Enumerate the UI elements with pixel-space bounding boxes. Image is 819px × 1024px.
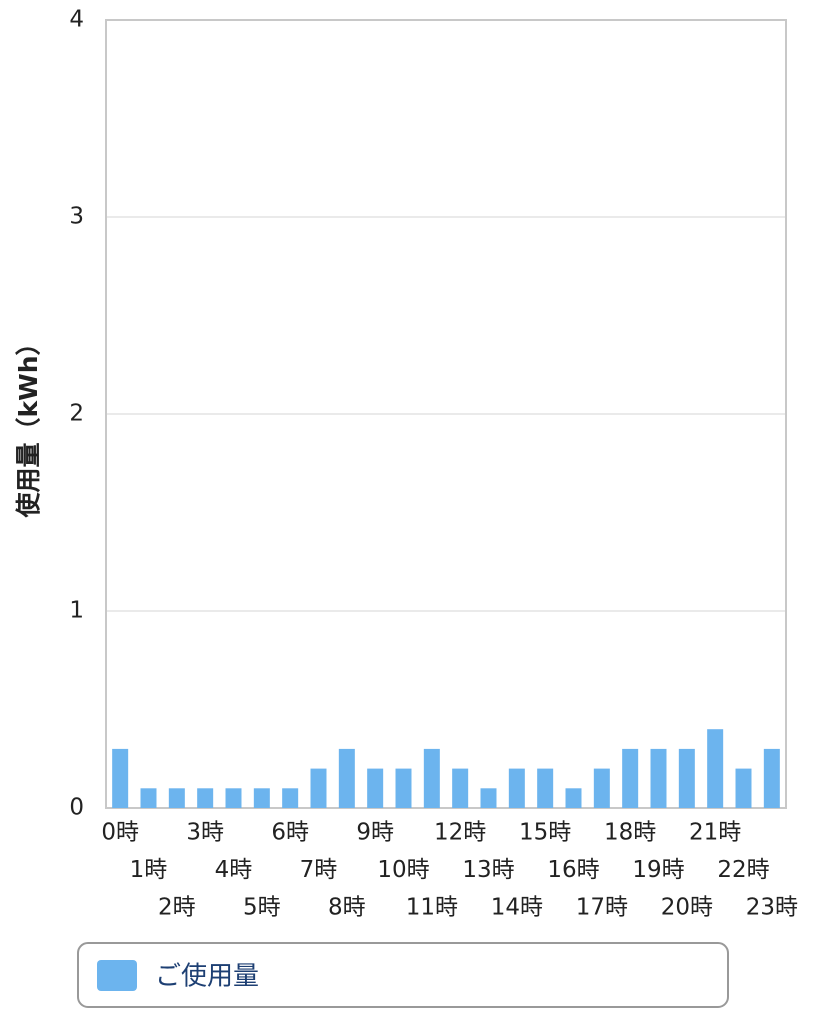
bar <box>565 788 582 808</box>
bar <box>367 768 384 808</box>
bar <box>282 788 299 808</box>
y-axis-label: 使用量（kWh） <box>14 331 43 519</box>
bar <box>735 768 752 808</box>
bar <box>253 788 270 808</box>
bar <box>650 748 667 808</box>
x-tick-label: 1時 <box>130 857 168 883</box>
y-tick-label: 3 <box>69 204 84 230</box>
legend-swatch <box>97 960 137 991</box>
bar <box>112 748 129 808</box>
bar <box>197 788 214 808</box>
x-tick-label: 0時 <box>101 820 139 846</box>
legend-box <box>77 942 729 1008</box>
bar <box>593 768 610 808</box>
x-tick-label: 5時 <box>243 895 281 921</box>
x-tick-label: 3時 <box>186 820 224 846</box>
x-tick-label: 12時 <box>434 820 486 846</box>
x-tick-label: 14時 <box>491 895 543 921</box>
bar <box>140 788 157 808</box>
x-tick-label: 19時 <box>632 857 684 883</box>
x-tick-label: 23時 <box>746 895 798 921</box>
bar <box>452 768 469 808</box>
x-tick-label: 7時 <box>300 857 338 883</box>
x-tick-label: 9時 <box>356 820 394 846</box>
x-tick-label: 8時 <box>328 895 366 921</box>
bar <box>395 768 412 808</box>
bar <box>310 768 327 808</box>
bar <box>225 788 242 808</box>
y-tick-label: 1 <box>69 598 84 624</box>
bar <box>338 748 355 808</box>
x-tick-label: 11時 <box>406 895 458 921</box>
x-tick-label: 20時 <box>661 895 713 921</box>
x-tick-label: 13時 <box>462 857 514 883</box>
bar <box>508 768 525 808</box>
plot-border <box>105 19 787 809</box>
x-tick-label: 6時 <box>271 820 309 846</box>
y-tick-label: 4 <box>69 7 84 33</box>
bar <box>707 729 724 808</box>
bar <box>622 748 639 808</box>
x-tick-label: 10時 <box>377 857 429 883</box>
x-tick-label: 4時 <box>215 857 253 883</box>
bar <box>480 788 497 808</box>
x-tick-label: 16時 <box>547 857 599 883</box>
x-tick-label: 15時 <box>519 820 571 846</box>
x-tick-label: 2時 <box>158 895 196 921</box>
bar <box>537 768 554 808</box>
x-tick-label: 21時 <box>689 820 741 846</box>
bar <box>678 748 695 808</box>
x-tick-label: 18時 <box>604 820 656 846</box>
legend-label: ご使用量 <box>155 962 259 992</box>
x-tick-label: 17時 <box>576 895 628 921</box>
bar <box>423 748 440 808</box>
y-tick-label: 0 <box>69 795 84 821</box>
bar <box>763 748 780 808</box>
x-tick-label: 22時 <box>717 857 769 883</box>
y-tick-label: 2 <box>69 401 84 427</box>
bar <box>168 788 185 808</box>
